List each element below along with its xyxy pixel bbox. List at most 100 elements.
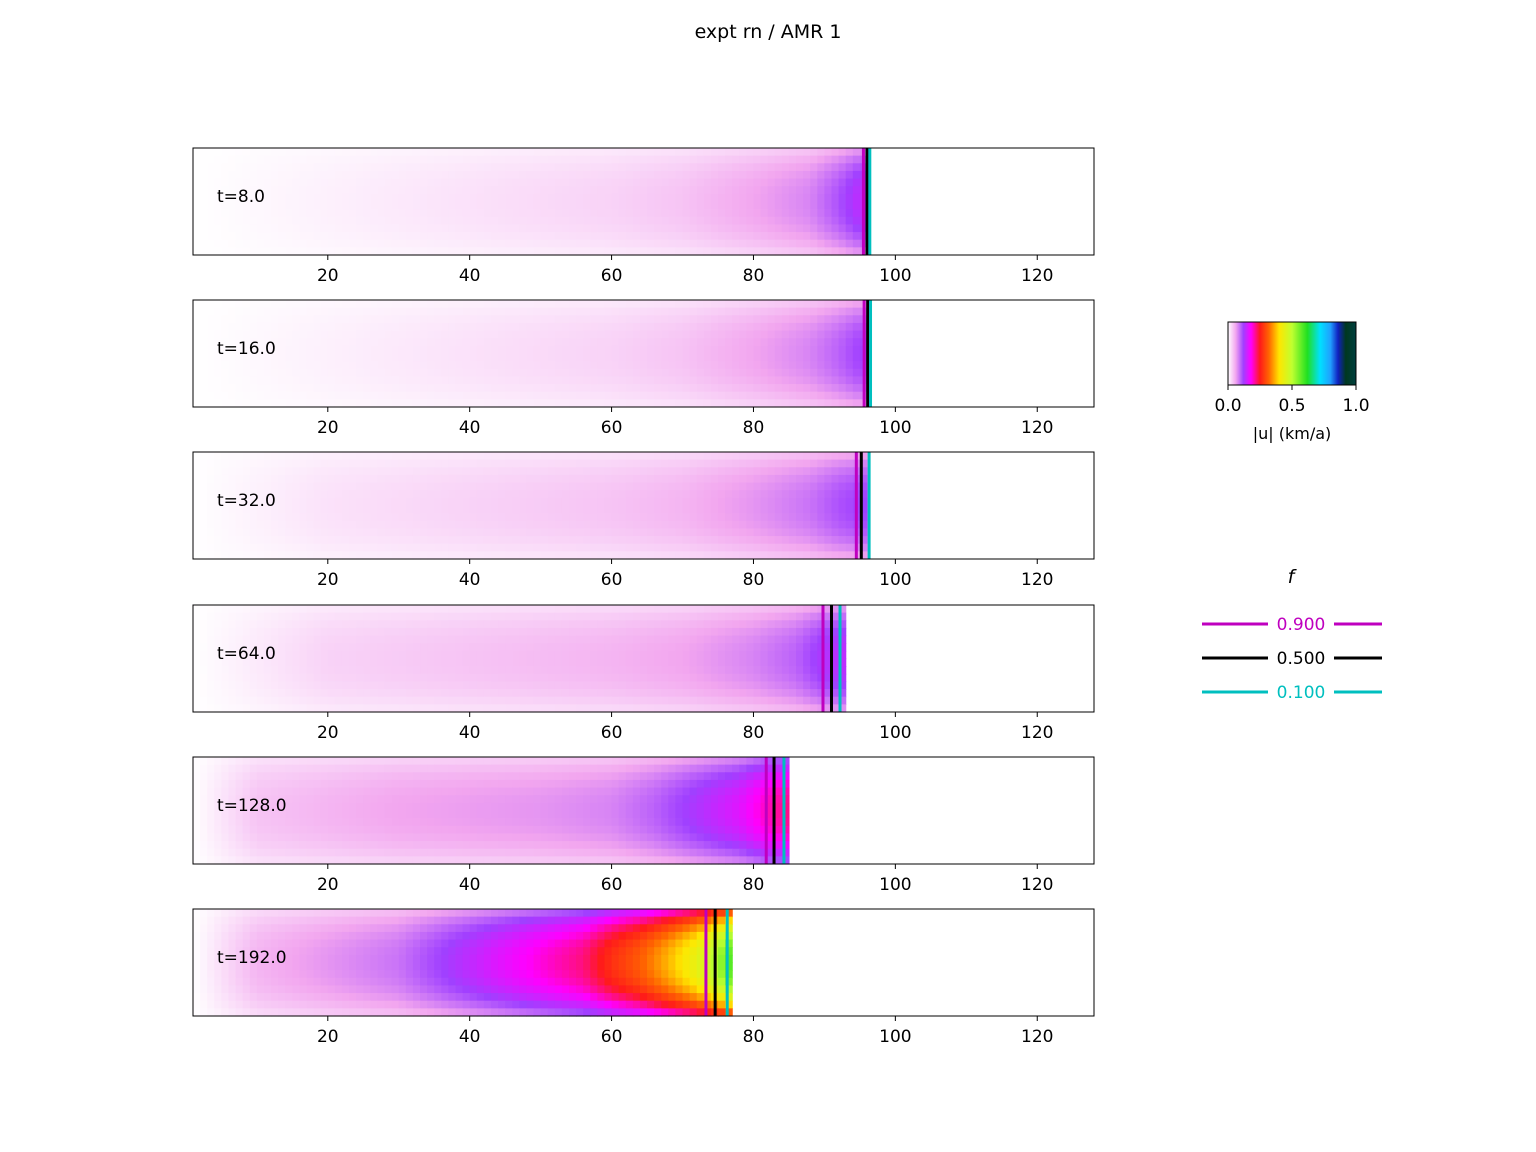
heatmap-cell	[533, 490, 542, 499]
heatmap-cell	[334, 490, 343, 499]
heatmap-cell	[285, 497, 293, 507]
heatmap-cell	[299, 620, 308, 629]
heatmap-cell	[632, 635, 641, 644]
heatmap-cell	[327, 384, 336, 393]
heatmap-cell	[341, 658, 350, 667]
panel-frame	[192, 147, 1095, 256]
heatmap-cell	[590, 300, 598, 309]
heatmap-cell	[490, 658, 499, 667]
heatmap-cell	[271, 338, 279, 347]
heatmap-cell	[583, 605, 591, 614]
heatmap-cell	[207, 459, 215, 468]
heatmap-cell	[249, 474, 258, 484]
heatmap-cell	[320, 300, 329, 309]
heatmap-cell	[405, 163, 414, 172]
heatmap-cell	[476, 384, 485, 393]
heatmap-cell	[547, 627, 556, 637]
heatmap-cell	[483, 239, 492, 248]
heatmap-cell	[349, 467, 357, 476]
heatmap-cell	[384, 201, 393, 210]
heatmap-cell	[228, 620, 237, 629]
heatmap-cell	[852, 315, 861, 324]
heatmap-cell	[540, 605, 549, 614]
heatmap-cell	[363, 338, 371, 347]
heatmap-cell	[214, 643, 222, 652]
heatmap-cell	[249, 216, 258, 226]
heatmap-cell	[207, 148, 215, 157]
heatmap-cell	[526, 300, 535, 309]
heatmap-cell	[696, 543, 705, 552]
heatmap-cell	[732, 376, 740, 385]
heatmap-cell	[313, 345, 322, 355]
heatmap-cell	[689, 300, 698, 309]
heatmap-cell	[611, 155, 620, 164]
heatmap-cell	[235, 368, 244, 378]
heatmap-cell	[661, 650, 669, 660]
heatmap-cell	[242, 163, 251, 172]
heatmap-cell	[193, 155, 201, 164]
heatmap-cell	[412, 681, 421, 690]
heatmap-cell	[462, 635, 471, 644]
heatmap-cell	[689, 497, 698, 507]
heatmap-cell	[519, 186, 528, 195]
heatmap-cell	[519, 345, 528, 355]
heatmap-cell	[242, 376, 251, 385]
heatmap-cell	[732, 322, 740, 332]
figure-title: expt rn / AMR 1	[695, 21, 842, 43]
heatmap-cell	[569, 232, 577, 241]
heatmap-cell	[313, 681, 322, 690]
heatmap-cell	[455, 505, 464, 514]
heatmap-cell	[803, 361, 811, 370]
heatmap-cell	[590, 345, 598, 355]
heatmap-cell	[689, 635, 698, 644]
heatmap-cell	[576, 170, 584, 180]
heatmap-cell	[774, 482, 783, 491]
heatmap-cell	[668, 673, 677, 683]
heatmap-cell	[412, 338, 421, 347]
heatmap-cell	[370, 186, 379, 195]
heatmap-cell	[767, 232, 776, 241]
heatmap-cell	[299, 193, 308, 203]
heatmap-cell	[455, 170, 464, 180]
heatmap-cell	[760, 216, 769, 226]
heatmap-cell	[505, 224, 513, 233]
heatmap-cell	[817, 490, 825, 499]
heatmap-cell	[767, 658, 776, 667]
heatmap-cell	[412, 627, 421, 637]
heatmap-cell	[639, 376, 648, 385]
heatmap-cell	[263, 353, 272, 362]
heatmap-cell	[732, 620, 740, 629]
heatmap-cell	[796, 474, 804, 484]
heatmap-cell	[441, 643, 449, 652]
heatmap-cell	[519, 605, 528, 614]
heatmap-cell	[441, 627, 449, 637]
heatmap-cell	[313, 155, 322, 164]
heatmap-cell	[398, 239, 407, 248]
heatmap-cell	[320, 361, 329, 370]
heatmap-cell	[817, 193, 825, 203]
heatmap-cell	[519, 474, 528, 484]
heatmap-cell	[710, 178, 719, 187]
heatmap-cell	[604, 452, 613, 461]
heatmap-cell	[583, 300, 591, 309]
heatmap-cell	[391, 497, 400, 507]
heatmap-cell	[327, 459, 336, 468]
heatmap-cell	[214, 391, 222, 400]
heatmap-cell	[469, 513, 478, 522]
heatmap-cell	[540, 673, 549, 683]
heatmap-cell	[632, 658, 641, 667]
heatmap-cell	[370, 666, 379, 675]
heatmap-cell	[327, 300, 336, 309]
heatmap-cell	[597, 186, 606, 195]
heatmap-cell	[441, 612, 449, 621]
heatmap-cell	[746, 620, 755, 629]
heatmap-cell	[703, 330, 712, 339]
heatmap-cell	[668, 635, 677, 644]
heatmap-cell	[597, 543, 606, 552]
heatmap-cell	[455, 520, 464, 530]
heatmap-cell	[717, 490, 726, 499]
heatmap-cell	[455, 658, 464, 667]
heatmap-cell	[320, 505, 329, 514]
heatmap-cell	[498, 148, 506, 157]
heatmap-cell	[583, 216, 591, 226]
